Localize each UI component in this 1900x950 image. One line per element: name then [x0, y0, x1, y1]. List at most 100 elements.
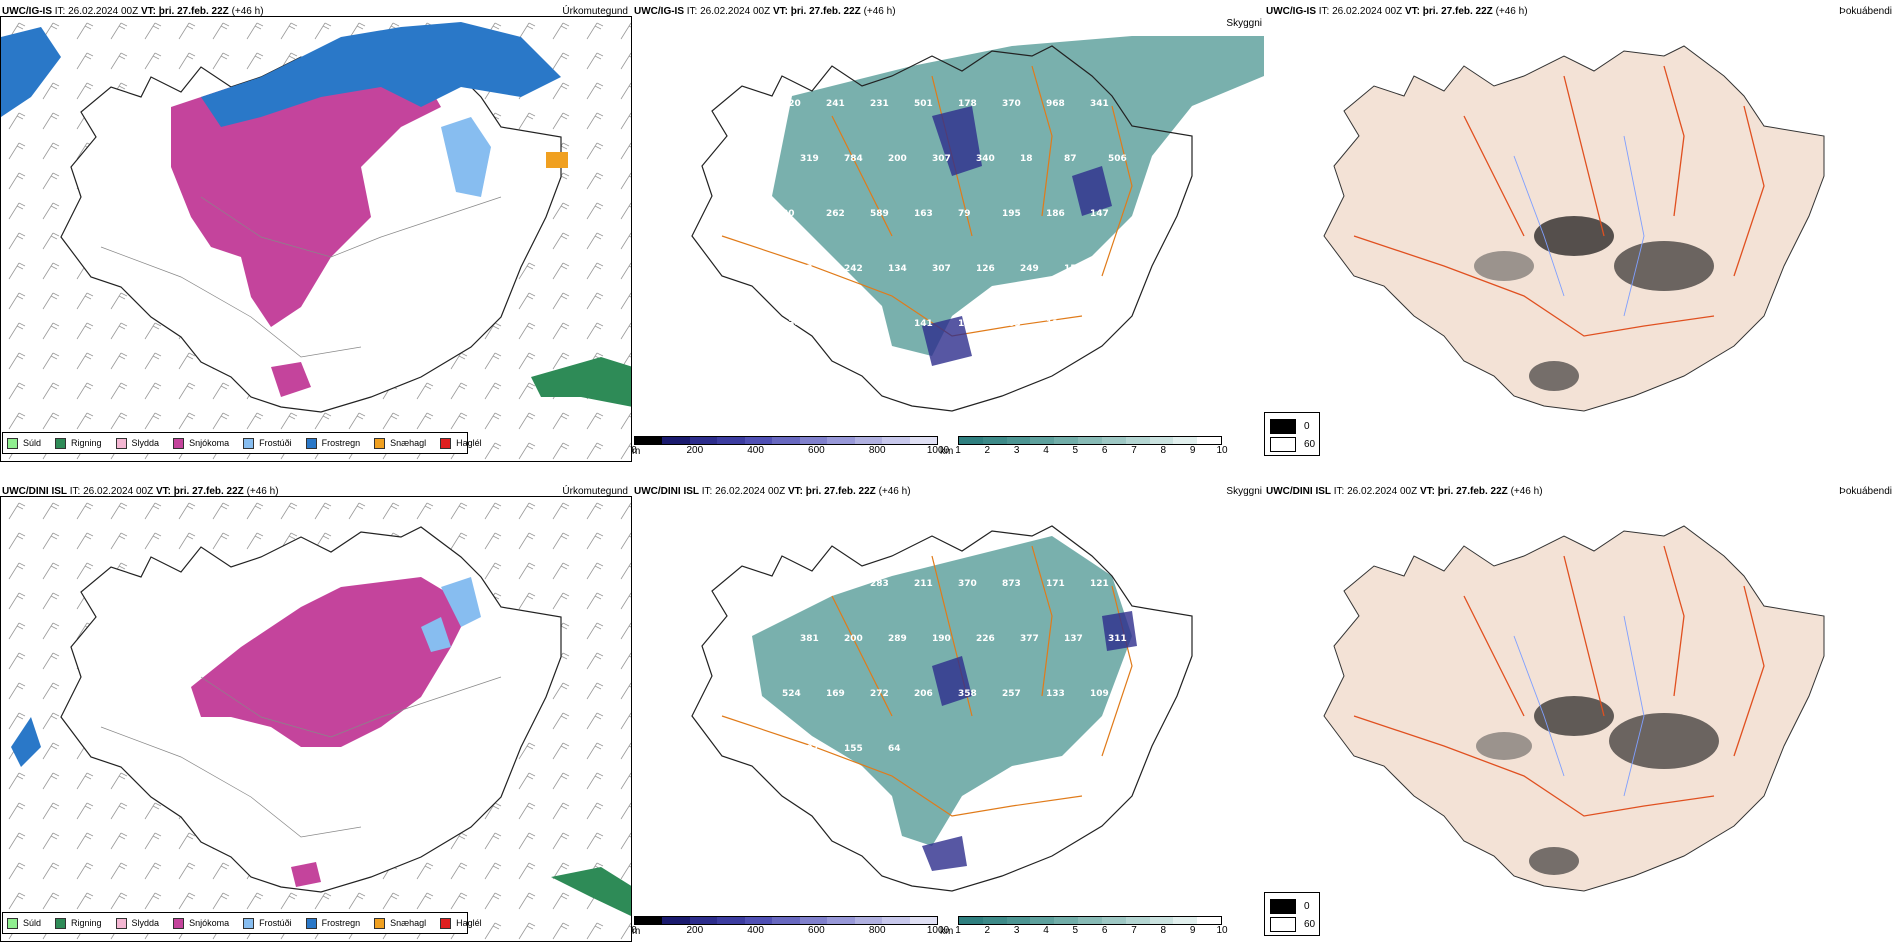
- precip-legend: Súld Rigning Slydda Snjókoma Frostúði Fr…: [2, 432, 482, 454]
- panel-field-name: Úrkomutegund: [562, 486, 628, 497]
- colorbar-cell: [1054, 437, 1079, 444]
- colorbar-tick-label: 200: [686, 445, 704, 456]
- panel-title: UWC/IG-IS IT: 26.02.2024 00Z VT: þri. 27…: [1266, 6, 1528, 17]
- colorbar-unit: m: [632, 926, 641, 937]
- cloud-base-label: 103: [1002, 319, 1021, 329]
- road-network: [100, 676, 502, 838]
- precip-type-panel-bottom: UWC/DINI ISL IT: 26.02.2024 00Z VT: þri.…: [0, 480, 632, 942]
- colorbar-cell: [959, 437, 983, 444]
- colorbar-cell: [744, 917, 773, 924]
- colorbar-labels: 0 200 400 600 800 1000: [632, 925, 949, 937]
- legend-swatch: [440, 437, 452, 449]
- legend-swatch: [374, 917, 386, 929]
- colorbar-tick-label: 400: [747, 445, 764, 456]
- panel-field-name: Þokuábendi: [1839, 6, 1892, 17]
- cloud-base-label: 341: [1090, 99, 1109, 109]
- colorbar-tick-label: 9: [1189, 925, 1196, 936]
- colorbar-tick-label: 200: [686, 925, 704, 936]
- legend-item: Snjókoma: [173, 437, 229, 449]
- legend-item: Rigning: [55, 437, 102, 449]
- fog-legend-item: 0: [1270, 419, 1310, 434]
- colorbar-tick-label: 4: [1043, 445, 1049, 456]
- freezing-drizzle-area: [441, 117, 491, 197]
- cloud-base-label: 226: [976, 634, 995, 644]
- freezing-drizzle-area: [421, 577, 481, 652]
- colorbar-cell: [1006, 917, 1031, 924]
- colorbar-cell: [1149, 437, 1174, 444]
- colorbar-cell: [1125, 437, 1150, 444]
- precip-map: [1, 17, 631, 461]
- legend-swatch: [1270, 437, 1296, 452]
- colorbar-cell: [1173, 437, 1198, 444]
- colorbar-cell: [635, 437, 663, 444]
- legend-swatch: [374, 437, 386, 449]
- cloud-base-label: 133: [958, 319, 977, 329]
- colorbar-tick-label: 0: [632, 925, 637, 936]
- colorbar-tick-label: 3: [1013, 445, 1020, 456]
- legend-item: Slydda: [115, 917, 159, 929]
- colorbar-tick-label: 8: [1160, 445, 1167, 456]
- colorbar-cell: [1101, 917, 1126, 924]
- colorbar-tick-label: 6: [1101, 445, 1108, 456]
- colorbar-tick-label: 1: [955, 445, 961, 456]
- fog-legend-item: 60: [1270, 437, 1315, 452]
- road-network: [1353, 65, 1765, 337]
- cloud-base-label: 87: [1064, 154, 1077, 164]
- frozen-rain-area: [201, 22, 561, 127]
- river-network: [1513, 615, 1645, 797]
- cloud-base-label: 318: [1108, 264, 1127, 274]
- colorbar-unit: km: [940, 926, 954, 937]
- colorbar-cell: [1149, 917, 1174, 924]
- colorbar-cell: [909, 917, 937, 924]
- cloud-base-label: 506: [1108, 154, 1127, 164]
- colorbar-cell: [1078, 917, 1102, 924]
- legend-swatch: [115, 437, 127, 449]
- cloud-base-label: 16: [826, 319, 839, 329]
- fog-index-shading: [1609, 713, 1719, 769]
- cloud-base-label: 153: [1064, 264, 1083, 274]
- legend-swatch: [1270, 899, 1296, 914]
- colorbar-tick-label: 10: [1216, 925, 1228, 936]
- cloud-base-label: 195: [1002, 209, 1021, 219]
- legend-item: Frostregn: [305, 917, 360, 929]
- iceland-outline: [691, 45, 1193, 412]
- legend-item: Snæhagl: [374, 917, 426, 929]
- cloud-base-label: 147: [1090, 209, 1109, 219]
- colorbar-labels: 1 2 3 4 5 6 7 8 9 10: [955, 925, 1227, 937]
- cloud-base-label: 340: [976, 154, 995, 164]
- map-frame: [0, 16, 632, 462]
- legend-item: Rigning: [55, 917, 102, 929]
- cloud-base-label: 20: [782, 209, 795, 219]
- cloud-base-label: 211: [914, 579, 933, 589]
- cloud-base-label: 307: [932, 154, 951, 164]
- legend-swatch: [115, 917, 127, 929]
- colorbar-cell: [689, 437, 718, 444]
- colorbar-cell: [1173, 917, 1198, 924]
- legend-item: Frostregn: [305, 437, 360, 449]
- colorbar-cell: [717, 917, 745, 924]
- cloud-base-label: 126: [976, 264, 995, 274]
- legend-swatch: [1270, 419, 1296, 434]
- colorbar-cell: [882, 437, 910, 444]
- colorbar-cell: [827, 437, 855, 444]
- panel-field-name: Þokuábendi: [1839, 486, 1892, 497]
- colorbar-tick-label: 3: [1013, 925, 1020, 936]
- cloud-visibility-map: 438 158 283 211 370 873 171 121 381 200 289 190 226 3…: [691, 525, 1193, 892]
- rain-area: [531, 357, 631, 407]
- cloud-base-label: 64: [888, 744, 901, 754]
- colorbar-cells: [958, 916, 1222, 925]
- colorbar-cell: [744, 437, 773, 444]
- colorbar-cell: [1101, 437, 1126, 444]
- fog-legend-item: 60: [1270, 917, 1315, 932]
- cloud-base-label: 501: [914, 99, 933, 109]
- colorbar-tick-label: 1: [955, 925, 961, 936]
- colorbar-cell: [1197, 437, 1221, 444]
- colorbar-cells: [958, 436, 1222, 445]
- cloud-base-label: 231: [870, 99, 889, 109]
- colorbar-tick-label: 5: [1072, 925, 1079, 936]
- legend-swatch: [243, 917, 255, 929]
- panel-field-name: Skyggni: [1226, 486, 1262, 497]
- cloud-base-label: 133: [1046, 689, 1065, 699]
- colorbar-tick-label: 6: [1101, 925, 1108, 936]
- legend-swatch: [305, 437, 317, 449]
